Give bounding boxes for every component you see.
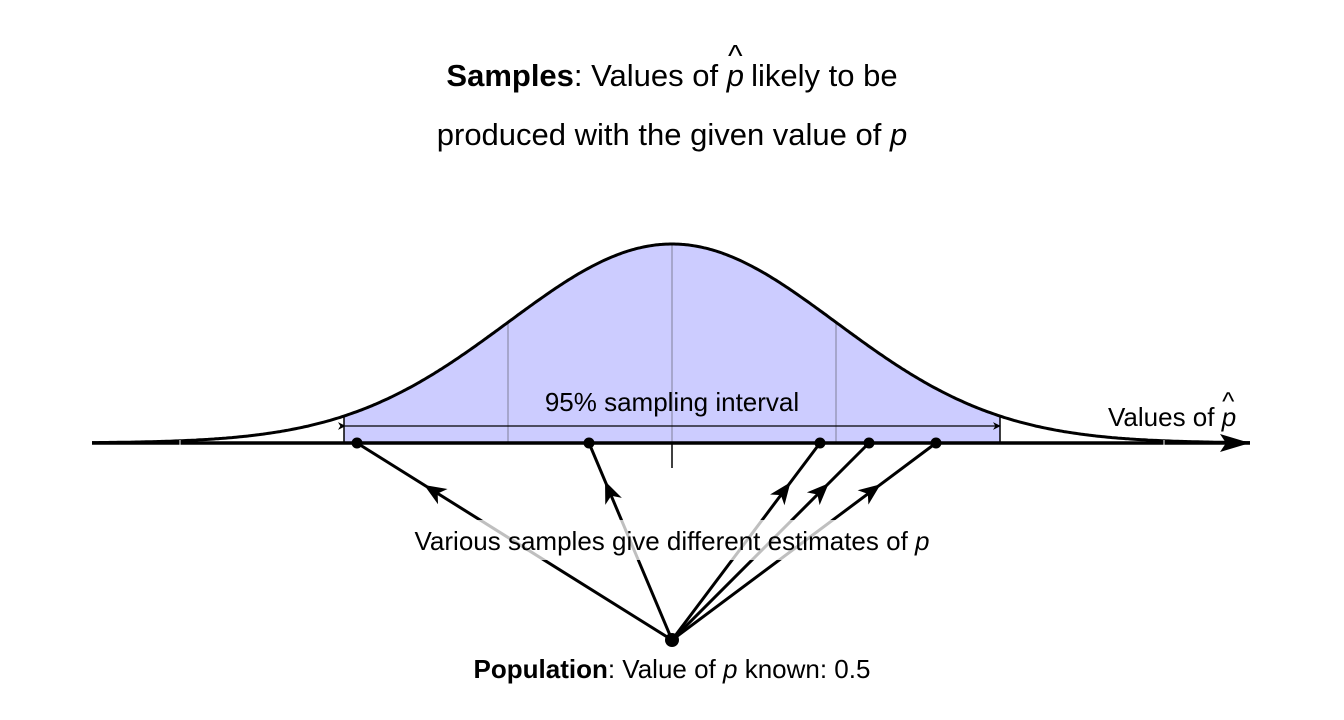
population-symbol: p: [722, 654, 737, 684]
axis-arrowhead-icon: [1220, 434, 1250, 452]
direction-arrow-icon: [806, 483, 829, 506]
sample-estimate-point: [863, 437, 875, 449]
title-line2-symbol: p: [889, 117, 907, 152]
title-symbol: p: [726, 58, 744, 93]
density-curve: [92, 242, 1250, 445]
label-halo: [350, 520, 1000, 560]
axis-label-hat: ^: [1222, 386, 1235, 416]
title-hat: ^: [728, 38, 743, 73]
title-line-2: produced with the given value of p: [437, 117, 908, 152]
title-bold: Samples: [446, 58, 574, 93]
direction-arrow-icon: [605, 481, 622, 505]
title-text: : Values of: [574, 58, 727, 93]
interval-label: 95% sampling interval: [545, 387, 799, 417]
sample-estimate-point: [351, 437, 363, 449]
direction-arrow-icon: [857, 484, 881, 505]
title-text-rest: likely to be: [743, 58, 898, 93]
sampling-distribution: [92, 242, 1250, 445]
samples-label-text: Various samples give different estimates…: [415, 526, 916, 556]
samples-label: Various samples give different estimates…: [415, 526, 930, 556]
direction-arrow-icon: [424, 484, 448, 505]
axis-label: Values of p^: [1108, 386, 1236, 432]
sample-estimate-point: [930, 437, 942, 449]
population-bold: Population: [474, 654, 608, 684]
samples-label-symbol: p: [914, 526, 929, 556]
direction-arrow-icon: [770, 482, 791, 506]
population-text: : Value of: [608, 654, 723, 684]
axis-label-symbol: p: [1221, 402, 1236, 432]
title-line2-text: produced with the given value of: [437, 117, 890, 152]
sample-estimate-point: [814, 437, 826, 449]
population-point: [665, 633, 679, 647]
sample-estimate-point: [583, 437, 595, 449]
title-line-1: Samples: Values of p^ likely to be: [446, 38, 897, 93]
axis-label-text: Values of: [1108, 402, 1222, 432]
population-label: Population: Value of p known: 0.5: [474, 654, 871, 684]
population-value: known: 0.5: [737, 654, 870, 684]
